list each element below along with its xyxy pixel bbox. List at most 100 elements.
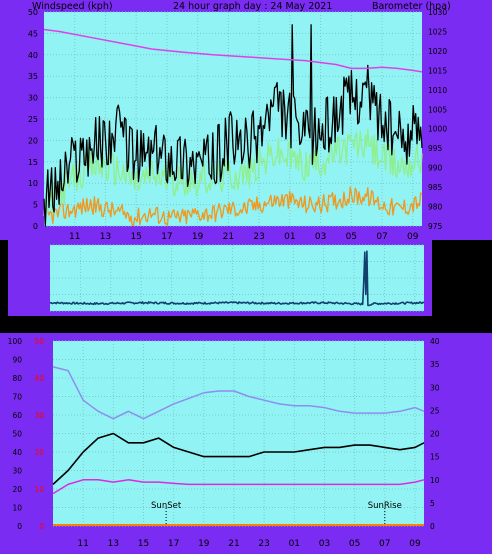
windspeed-tick-label: 50 <box>28 8 38 17</box>
windspeed-tick-label: 15 <box>28 158 38 167</box>
top-x-tick-label: 01 <box>284 232 295 242</box>
top-x-axis: 11 13 15 17 19 21 23 01 03 05 07 09 <box>69 232 419 242</box>
barometer-tick-label: 990 <box>428 164 443 173</box>
temperature-axis-label: Temperature (°C) <box>311 322 394 333</box>
temperature-tick-label: 40 <box>430 337 440 346</box>
bottom-x-tick-label: 07 <box>379 539 390 549</box>
direction-tick-label: N <box>436 303 443 313</box>
wind-avg-line <box>43 128 423 217</box>
top-x-tick-label: 05 <box>346 232 357 242</box>
temperature-tick-label: 20 <box>430 430 440 439</box>
humidity-tick-label: 30 <box>12 467 22 476</box>
rainfall-tick-label: 10 <box>34 485 44 494</box>
windspeed-tick-label: 30 <box>28 94 38 103</box>
windspeed-tick-label: 25 <box>28 115 38 124</box>
bottom-x-tick-label: 19 <box>198 539 210 549</box>
top-grid <box>44 11 422 227</box>
humidity-tick-label: 80 <box>12 374 22 383</box>
humidity-tick-label: 0 <box>17 522 22 531</box>
bottom-series <box>52 366 425 526</box>
barometer-tick-label: 1005 <box>428 105 447 114</box>
windspeed-tick-label: 35 <box>28 72 38 81</box>
top-x-tick-label: 19 <box>192 232 204 242</box>
top-series <box>43 24 423 227</box>
bottom-x-tick-label: 21 <box>228 539 239 549</box>
wind-min-line <box>43 186 423 227</box>
humidity-tick-label: 40 <box>12 448 22 457</box>
dew-point-axis-label: Dew Point (°C) <box>398 322 467 333</box>
top-x-tick-label: 17 <box>161 232 172 242</box>
windspeed-tick-label: 5 <box>33 201 38 210</box>
bottom-x-tick-label: 03 <box>319 539 330 549</box>
barometer-tick-label: 1020 <box>428 47 447 56</box>
chart-title: 24 hour graph day : 24 May 2021 <box>173 1 332 12</box>
temperature-tick-label: 35 <box>430 360 440 369</box>
temperature-tick-label: 5 <box>430 499 435 508</box>
humidity-tick-label: 50 <box>12 430 22 439</box>
rainfall-tick-label: 20 <box>34 448 44 457</box>
top-x-tick-label: 15 <box>130 232 141 242</box>
windspeed-y-axis: 0 5 10 15 20 25 30 35 40 45 50 <box>28 8 38 231</box>
top-x-tick-label: 13 <box>100 232 111 242</box>
sunrise-label: SunRise <box>368 501 402 511</box>
direction-tick-label: W <box>436 257 445 267</box>
barometer-tick-label: 1010 <box>428 86 447 95</box>
windspeed-tick-label: 45 <box>28 29 38 38</box>
humidity-axis-label: Humidity (%) <box>68 322 131 333</box>
barometer-tick-label: 1015 <box>428 66 447 75</box>
barometer-tick-label: 1000 <box>428 125 447 134</box>
temperature-line <box>52 432 425 485</box>
top-x-tick-label: 09 <box>407 232 419 242</box>
barometer-tick-label: 975 <box>428 222 443 231</box>
humidity-tick-label: 70 <box>12 393 22 402</box>
windspeed-tick-label: 20 <box>28 136 38 145</box>
bottom-x-tick-label: 01 <box>289 539 300 549</box>
bottom-x-axis: 11 13 15 17 19 21 23 01 03 05 07 09 <box>77 539 421 549</box>
humidity-tick-label: 90 <box>12 356 22 365</box>
bottom-x-tick-label: 09 <box>409 539 421 549</box>
temperature-tick-label: 10 <box>430 476 440 485</box>
temperature-tick-label: 25 <box>430 406 440 415</box>
barometer-tick-label: 995 <box>428 144 443 153</box>
windspeed-tick-label: 0 <box>33 222 38 231</box>
humidity-tick-label: 60 <box>12 411 22 420</box>
humidity-y-axis: 0 10 20 30 40 50 60 70 80 90 100 <box>8 337 23 531</box>
rainfall-y-axis: 0 10 20 30 40 50 <box>34 337 44 531</box>
barometer-tick-label: 980 <box>428 203 443 212</box>
humidity-line <box>52 366 425 420</box>
top-x-tick-label: 11 <box>69 232 80 242</box>
bottom-x-tick-label: 23 <box>258 539 269 549</box>
sunset-label: SunSet <box>151 501 182 511</box>
barometer-tick-label: 1025 <box>428 27 447 36</box>
wind-gust-line <box>43 24 423 227</box>
rainfall-axis-label: Rainfall (mm) <box>1 322 65 333</box>
rainfall-tick-label: 50 <box>34 337 44 346</box>
barometer-tick-label: 985 <box>428 183 443 192</box>
windspeed-tick-label: 10 <box>28 179 38 188</box>
bottom-x-tick-label: 13 <box>108 539 119 549</box>
dew-point-line <box>52 479 425 495</box>
direction-series <box>49 250 424 307</box>
top-x-tick-label: 23 <box>253 232 264 242</box>
bottom-x-tick-label: 05 <box>349 539 360 549</box>
temperature-tick-label: 0 <box>430 522 435 531</box>
humidity-tick-label: 100 <box>8 337 23 346</box>
direction-tick-label: E <box>436 288 442 298</box>
rainfall-tick-label: 40 <box>34 374 44 383</box>
direction-tick-label: S <box>436 272 442 282</box>
sun-annotations: SunSet SunRise <box>151 501 402 526</box>
humidity-tick-label: 20 <box>12 485 22 494</box>
bottom-x-tick-label: 15 <box>138 539 149 549</box>
barometer-tick-label: 1030 <box>428 8 447 17</box>
temperature-y-axis: 0 5 10 15 20 25 30 35 40 <box>430 337 440 531</box>
top-x-tick-label: 07 <box>376 232 387 242</box>
barometer-axis-label: Barometer (hpa) <box>372 1 451 12</box>
rainfall-tick-label: 30 <box>34 411 44 420</box>
temperature-tick-label: 30 <box>430 383 440 392</box>
wind-direction-line <box>49 250 424 307</box>
windspeed-axis-label: Windspeed (kph) <box>32 1 113 12</box>
windspeed-tick-label: 40 <box>28 51 38 60</box>
